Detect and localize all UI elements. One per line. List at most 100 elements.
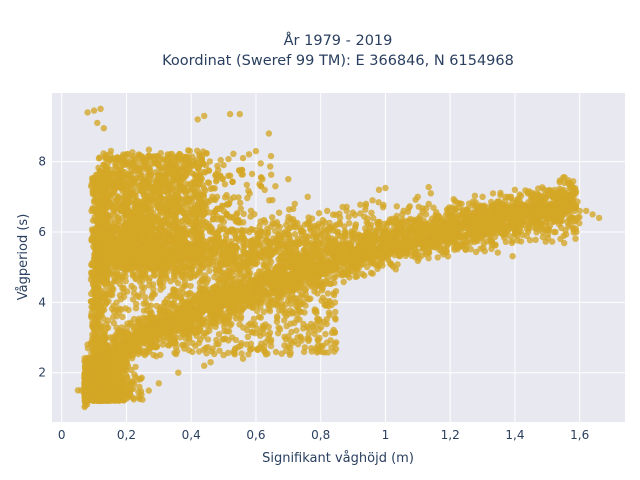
data-point <box>425 200 432 208</box>
chart-title-line1: År 1979 - 2019 <box>284 32 393 49</box>
data-point <box>420 217 427 224</box>
data-point <box>266 197 273 204</box>
data-point <box>335 232 342 239</box>
data-point <box>475 208 482 216</box>
data-point <box>129 149 136 156</box>
data-point <box>508 239 516 247</box>
data-point <box>368 246 375 253</box>
data-point <box>471 192 479 199</box>
data-point <box>357 248 365 256</box>
data-point <box>442 222 449 229</box>
data-point <box>338 270 346 278</box>
data-point <box>388 219 396 226</box>
data-point <box>448 221 456 228</box>
data-point <box>252 246 259 253</box>
data-point <box>467 246 474 253</box>
data-point <box>344 262 351 269</box>
data-point <box>257 160 264 167</box>
data-point <box>336 219 343 226</box>
data-point <box>375 225 383 232</box>
data-point <box>474 237 481 244</box>
data-point <box>267 163 274 170</box>
data-point <box>525 199 532 206</box>
data-point <box>480 204 487 211</box>
data-point <box>535 226 543 233</box>
data-point <box>392 226 400 233</box>
data-point <box>364 238 371 246</box>
data-point <box>352 221 360 228</box>
data-point <box>248 170 256 178</box>
data-point <box>345 213 352 220</box>
data-point <box>425 183 432 191</box>
data-point <box>317 231 324 239</box>
data-point <box>284 218 292 225</box>
data-point <box>396 250 403 257</box>
data-point <box>352 273 359 280</box>
data-point <box>243 181 250 189</box>
data-point <box>497 192 504 199</box>
data-point <box>443 248 450 255</box>
data-point <box>291 231 299 238</box>
data-point <box>547 187 554 195</box>
data-point <box>357 201 364 208</box>
data-point <box>453 233 461 240</box>
data-point <box>507 193 515 200</box>
data-point <box>488 238 495 245</box>
data-point <box>370 214 377 222</box>
data-point <box>448 213 455 220</box>
data-point <box>572 235 579 242</box>
data-point <box>489 190 497 197</box>
data-point <box>396 244 404 252</box>
data-point <box>399 216 406 223</box>
data-point <box>446 230 453 237</box>
data-point <box>351 211 359 219</box>
data-point <box>524 219 531 226</box>
data-point <box>550 208 557 216</box>
data-point <box>462 238 470 246</box>
data-point <box>463 206 471 213</box>
data-point <box>359 270 366 278</box>
data-point <box>482 225 489 233</box>
data-point <box>418 252 426 259</box>
data-point <box>471 218 478 225</box>
data-point <box>440 229 448 236</box>
data-point <box>237 199 244 207</box>
data-point <box>527 209 535 216</box>
data-point <box>251 211 258 218</box>
data-point <box>381 247 388 255</box>
data-point <box>348 252 356 259</box>
data-point <box>576 213 583 221</box>
data-point <box>552 228 559 236</box>
data-point <box>415 203 422 210</box>
data-point <box>340 278 347 286</box>
data-point <box>562 227 569 234</box>
data-point <box>434 254 441 261</box>
data-point <box>398 223 406 231</box>
data-point <box>422 211 430 218</box>
data-point <box>399 229 406 236</box>
data-point <box>512 197 520 204</box>
data-point <box>145 146 153 153</box>
data-point <box>326 219 333 227</box>
data-point <box>502 238 510 245</box>
data-point <box>427 224 434 232</box>
data-point <box>478 215 486 223</box>
data-point <box>532 236 539 243</box>
data-point <box>357 233 365 240</box>
data-point <box>363 218 370 226</box>
data-point <box>379 235 386 242</box>
data-point <box>369 270 376 277</box>
data-points <box>74 105 603 411</box>
data-point <box>526 237 534 244</box>
data-point <box>285 234 292 241</box>
data-point <box>469 202 476 209</box>
data-point <box>494 249 501 256</box>
data-point <box>393 203 400 210</box>
data-point <box>405 204 412 212</box>
data-point <box>275 232 282 239</box>
data-point <box>569 183 576 190</box>
data-point <box>502 230 509 238</box>
data-point <box>541 186 548 193</box>
data-point <box>294 219 301 227</box>
